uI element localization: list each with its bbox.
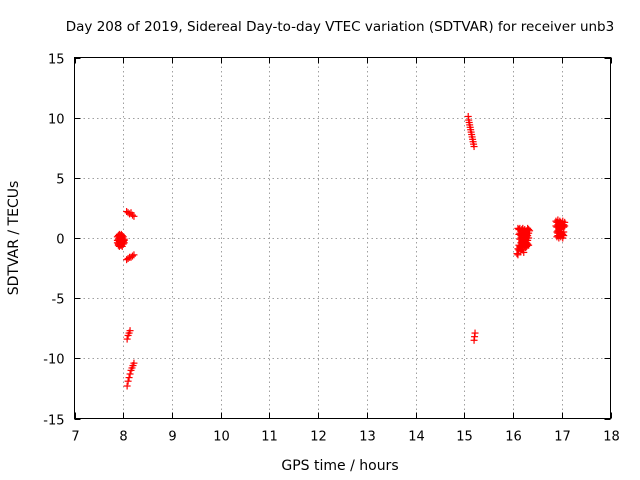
data-point	[126, 327, 134, 335]
y-tick-label: -15	[43, 414, 64, 429]
x-tick-label: 17	[554, 430, 571, 445]
y-tick-label: 10	[48, 113, 65, 128]
data-point	[124, 377, 132, 385]
data-point	[525, 241, 533, 249]
data-point	[130, 212, 138, 220]
x-tick-label: 18	[603, 430, 620, 445]
data-point	[520, 248, 528, 256]
data-point	[128, 211, 136, 219]
x-axis-title: GPS time / hours	[281, 458, 398, 474]
data-point	[120, 235, 128, 243]
data-point	[123, 335, 131, 343]
x-tick-label: 13	[359, 430, 376, 445]
y-tick-label: -10	[43, 353, 64, 368]
data-point	[123, 382, 131, 390]
data-point	[118, 232, 126, 240]
x-tick-label: 14	[408, 430, 425, 445]
x-tick-label: 16	[505, 430, 522, 445]
y-tick-label: 5	[56, 173, 64, 188]
data-point	[130, 359, 138, 367]
data-point	[558, 223, 566, 231]
data-point	[560, 232, 568, 240]
data-point	[524, 240, 532, 248]
chart-title: Day 208 of 2019, Sidereal Day-to-day VTE…	[66, 19, 614, 35]
x-tick-label: 10	[213, 430, 230, 445]
data-point	[117, 230, 125, 238]
x-tick-label: 8	[119, 430, 127, 445]
y-tick-label: 15	[48, 53, 65, 68]
data-point	[125, 374, 133, 382]
x-tick-label: 9	[168, 430, 176, 445]
data-point	[470, 143, 478, 151]
data-point	[525, 234, 533, 242]
plot-frame	[74, 57, 611, 419]
x-tick-label: 11	[261, 430, 278, 445]
data-point	[513, 250, 521, 258]
x-tick-label: 15	[456, 430, 473, 445]
data-point	[514, 251, 522, 259]
y-tick-label: 0	[56, 233, 64, 248]
x-tick-label: 12	[310, 430, 327, 445]
y-axis-title: SDTVAR / TECUs	[6, 181, 22, 296]
data-point	[130, 251, 138, 259]
axis-ticks	[74, 57, 612, 420]
data-points	[113, 112, 569, 390]
y-tick-label: -5	[52, 293, 65, 308]
data-point	[126, 370, 134, 378]
data-point	[128, 252, 136, 260]
data-point	[471, 329, 479, 337]
data-point	[119, 240, 127, 248]
data-point	[518, 245, 526, 253]
tick-labels: 7 8 9 10 11 12 13 14 15 16 17 18 -15 -10 -5 0 5 10 15	[43, 53, 620, 445]
x-tick-label: 7	[71, 430, 79, 445]
